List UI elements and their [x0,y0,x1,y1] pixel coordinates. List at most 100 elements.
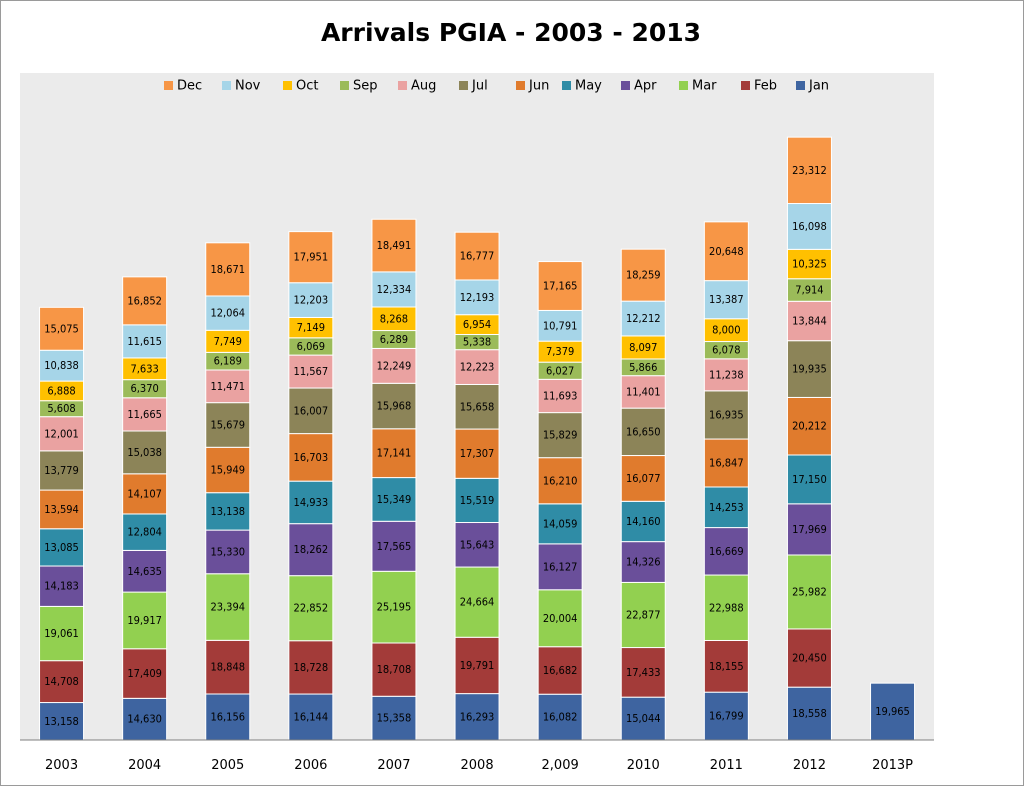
bar-segment-jan-2 [205,693,251,741]
data-label-may-5: 15,519 [460,494,495,507]
bar-segment-feb-7 [620,647,666,698]
bar-segment-dec-8 [703,221,749,282]
data-label-mar-4: 25,195 [377,601,412,614]
bar-segment-feb-8 [703,639,749,693]
legend-label-mar: Mar [692,79,717,94]
data-label-sep-7: 5,866 [629,361,657,374]
bar-segment-may-9 [786,454,832,505]
data-label-nov-8: 13,387 [709,293,744,306]
data-label-dec-1: 16,852 [127,294,162,307]
data-label-jun-6: 16,210 [543,474,578,487]
bar-segment-may-5 [454,477,500,524]
legend-label-may: May [575,79,602,94]
data-label-jan-0: 13,158 [44,715,79,728]
legend-label-oct: Oct [296,79,318,94]
data-label-jul-4: 15,968 [377,400,412,413]
bar-segment-dec-5 [454,231,500,281]
bar-segment-aug-7 [620,375,666,409]
data-label-oct-9: 10,325 [792,258,827,271]
legend-label-nov: Nov [235,79,261,94]
data-label-aug-9: 13,844 [792,314,827,327]
bar-segment-may-6 [537,503,583,545]
bar-segment-apr-2 [205,529,251,575]
data-label-mar-3: 22,852 [294,602,329,615]
bar-segment-apr-5 [454,522,500,568]
data-label-jan-8: 16,799 [709,710,744,723]
data-label-jun-3: 16,703 [294,451,329,464]
legend-swatch-jun [516,81,525,90]
bar-segment-jun-0 [39,489,85,530]
data-label-nov-7: 12,212 [626,312,661,325]
data-label-apr-9: 17,969 [792,523,827,536]
data-label-oct-4: 8,268 [380,312,408,325]
data-label-jul-5: 15,658 [460,400,495,413]
data-label-oct-6: 7,379 [546,345,574,358]
legend-swatch-jan [796,81,805,90]
bar-segment-mar-8 [703,574,749,641]
bar-segment-may-4 [371,477,417,522]
x-tick-label-9: 2012 [793,758,826,773]
data-label-dec-5: 16,777 [460,250,495,263]
legend-label-apr: Apr [634,79,657,94]
data-label-jun-9: 20,212 [792,420,827,433]
bar-segment-jul-5 [454,383,500,430]
data-label-jul-7: 16,650 [626,425,661,438]
legend-label-jan: Jan [808,79,829,94]
bar-segment-jul-6 [537,412,583,459]
data-label-apr-8: 16,669 [709,545,744,558]
bar-segment-feb-5 [454,636,500,695]
bar-segment-dec-2 [205,242,251,297]
bar-segment-aug-9 [786,300,832,342]
bar-segment-aug-2 [205,369,251,404]
bar-segment-feb-1 [122,648,168,699]
bar-segment-apr-3 [288,523,334,577]
data-label-may-0: 13,085 [44,541,79,554]
bar-segment-jun-2 [205,446,251,494]
data-label-aug-5: 12,223 [460,361,495,374]
data-label-aug-8: 11,238 [709,368,744,381]
legend-label-sep: Sep [353,79,378,94]
bar-segment-feb-3 [288,640,334,695]
data-label-sep-5: 5,338 [463,336,491,349]
bar-segment-may-3 [288,480,334,525]
bar-segment-jul-2 [205,402,251,448]
data-label-mar-2: 23,394 [210,601,245,614]
bar-segment-jun-9 [786,396,832,456]
bar-segment-dec-9 [786,136,832,205]
bar-segment-jul-0 [39,450,85,491]
legend-label-feb: Feb [754,79,777,94]
legend-swatch-nov [222,81,231,90]
data-label-nov-4: 12,334 [377,283,412,296]
legend-label-aug: Aug [411,79,436,94]
bar-segment-feb-0 [39,660,85,704]
data-label-apr-6: 16,127 [543,560,578,573]
bar-segment-nov-1 [122,324,168,359]
bar-segment-jan-4 [371,695,417,741]
data-label-may-3: 14,933 [294,496,329,509]
data-label-feb-7: 17,433 [626,666,661,679]
data-label-may-8: 14,253 [709,501,744,514]
bar-segment-may-7 [620,500,666,543]
data-label-jan-1: 14,630 [127,713,162,726]
bar-segment-mar-7 [620,581,666,649]
data-label-aug-3: 11,567 [294,365,329,378]
data-label-apr-0: 14,183 [44,580,79,593]
data-label-jun-8: 16,847 [709,457,744,470]
data-label-oct-2: 7,749 [214,335,242,348]
data-label-feb-0: 14,708 [44,675,79,688]
bar-segment-may-1 [122,513,168,551]
x-tick-label-1: 2004 [128,758,161,773]
data-label-jul-0: 13,779 [44,464,79,477]
data-label-dec-8: 20,648 [709,245,744,258]
data-label-jul-3: 16,007 [294,404,329,417]
data-label-mar-8: 22,988 [709,601,744,614]
bar-segment-apr-1 [122,549,168,593]
bar-segment-apr-9 [786,503,832,556]
data-label-may-1: 12,804 [127,526,162,539]
data-label-sep-2: 6,189 [214,355,242,368]
data-label-dec-6: 17,165 [543,280,578,293]
data-label-oct-1: 7,633 [130,362,158,375]
data-label-jul-2: 15,679 [210,418,245,431]
data-label-mar-1: 19,917 [127,614,162,627]
